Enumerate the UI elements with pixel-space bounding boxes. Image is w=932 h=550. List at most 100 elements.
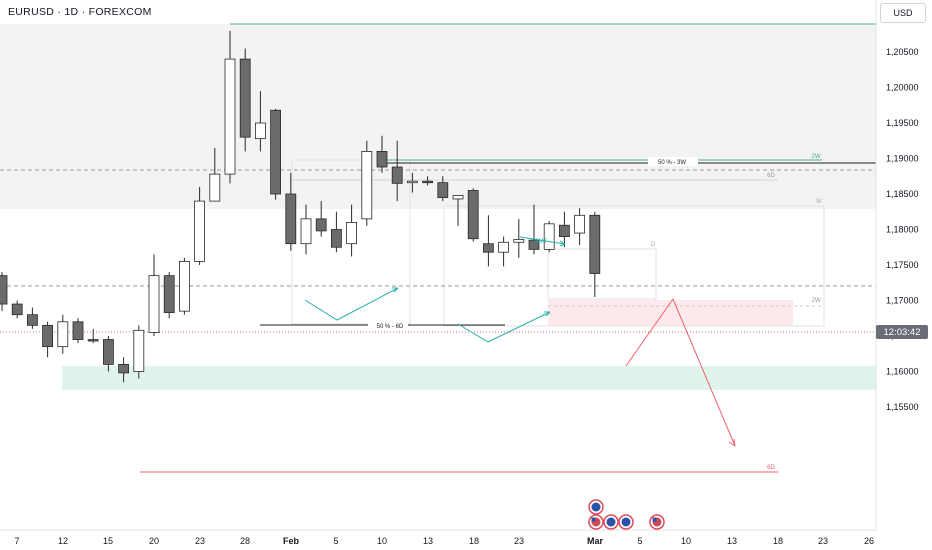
candle-body [11,303,23,316]
smt-arrowhead [559,240,566,247]
candle-body [513,239,525,243]
candle-body [285,193,297,245]
candle [0,272,8,312]
candle [528,204,540,255]
candle-body [163,275,175,313]
candle [361,140,373,226]
price-tick: 1,20000 [886,83,919,93]
candle [315,201,327,237]
event-eu-top [588,499,604,515]
candle-body [103,339,114,365]
time-tick: 13 [423,536,433,546]
time-tick: 26 [864,536,874,546]
price-axis[interactable]: 1,20500 1,20000 1,19500 1,19000 1,18500 1,180… [875,0,919,530]
candle [270,108,282,200]
candle-body [57,321,69,348]
price-tick: 1,19500 [886,118,919,128]
candle [72,318,84,344]
time-tick: 15 [103,536,113,546]
event-us-1 [588,514,604,530]
candle [559,211,570,248]
time-tick: 18 [773,536,783,546]
candle-body [437,182,449,198]
candle-body [133,329,145,372]
candle-body [452,195,464,200]
candle [87,328,99,344]
candle-body [26,314,38,326]
candle [209,147,221,202]
event-eu-top-flag-icon [591,502,601,512]
candle-body [0,275,8,305]
candle-body [361,150,373,220]
candle [224,30,236,184]
tag-2w-mid: 2W [812,298,821,304]
countdown-price-tag: 12:03:42 [876,325,928,339]
symbol-title[interactable]: EURUSD · 1D · FOREXCOM [8,6,152,18]
candle [376,135,388,173]
candle [513,218,525,258]
event-us-1-canton [591,517,596,522]
range-box-w [443,205,825,327]
candle [330,211,342,253]
event-eu-2-flag-icon [621,517,631,527]
candle-body [178,261,190,312]
fifty-6d-label: 50 % - 6D [377,324,404,330]
event-eu-1-flag-icon [606,517,616,527]
time-tick: 18 [469,536,479,546]
candles-layer [0,30,601,383]
time-tick: 23 [195,536,205,546]
time-tick: 12 [58,536,68,546]
swing-right-arrowhead [544,311,551,317]
candle-body [209,173,221,202]
candle-body [528,239,540,250]
event-eu-2 [618,514,634,530]
candle [118,357,129,383]
candle-body [315,218,327,232]
candle [239,48,251,152]
time-tick: 23 [818,536,828,546]
candle-body [270,109,282,195]
fifty-3w-label-bg [648,157,698,166]
candle [285,172,297,251]
event-us-2-canton [652,517,657,522]
candle [467,188,479,242]
time-tick: 5 [637,536,642,546]
price-tick: 1,19000 [886,154,919,164]
premium-zone [0,24,876,209]
price-tick: 1,20500 [886,47,919,57]
price-tick: 1,15500 [886,402,919,412]
candle [42,321,53,358]
smt-arrow [519,236,566,245]
candle-body [422,180,434,184]
currency-button[interactable]: USD [880,3,926,23]
candle-body [118,363,129,374]
candle [406,172,418,193]
candle-body [574,214,585,234]
candle [103,336,114,372]
time-tick: 10 [681,536,691,546]
time-tick: 23 [514,536,524,546]
candle [26,307,38,329]
candle-body [254,122,266,140]
lines-layer [0,23,876,473]
candle-body [467,190,479,240]
tag-2w-top: 2W [812,154,821,160]
time-axis[interactable]: 7 12 15 20 23 28 Feb 5 10 13 18 23 Mar 5 10 13 18 23 26 [0,529,876,546]
candle [574,208,585,246]
candle-body [72,321,84,340]
time-tick: Mar [587,536,604,546]
tag-d: D [651,242,656,248]
tag-6d-top: 6D [767,173,775,179]
projection-path [625,297,736,447]
price-tick: 1,17000 [886,296,919,306]
candle [178,257,190,315]
fifty-3w-label: 50 % - 3W [658,160,686,166]
candle [133,325,145,379]
economic-events[interactable] [588,499,665,530]
tag-w: W [816,199,822,205]
candle-body [330,229,342,248]
swing-left [304,287,399,321]
time-tick: Feb [283,536,300,546]
candle [11,300,23,319]
